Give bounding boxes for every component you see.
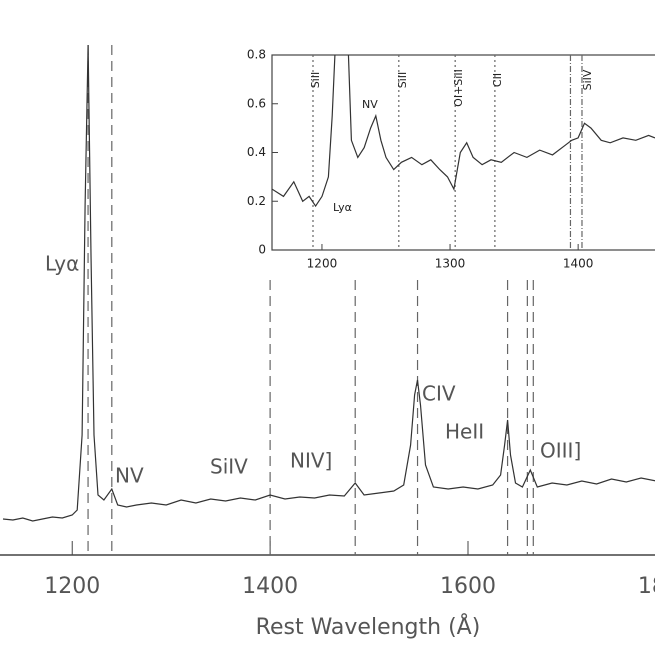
annotation: NV: [115, 464, 144, 488]
annotation: NIV]: [290, 449, 332, 473]
annotation: SiII: [396, 72, 409, 89]
y-tick-label: 0.2: [247, 194, 266, 208]
y-tick-label: 0: [258, 243, 266, 257]
annotation: Lyα: [45, 252, 79, 276]
x-tick-label: 1400: [242, 574, 298, 599]
y-tick-label: 0.4: [247, 145, 266, 159]
x-axis-title: Rest Wavelength (Å): [256, 613, 481, 640]
annotation: CIV: [422, 382, 456, 406]
y-tick-label: 0.8: [247, 48, 266, 62]
annotation: OIII]: [540, 439, 581, 463]
annotation: SiIV: [581, 69, 594, 90]
x-tick-label: 1400: [563, 257, 594, 271]
annotation: CII: [491, 73, 504, 87]
spectrum: [272, 55, 655, 208]
annotation: SiII: [309, 72, 322, 89]
annotation: SiIV: [210, 455, 248, 479]
x-tick-label: 1800: [638, 574, 655, 599]
annotation: Lyα: [333, 201, 352, 214]
inset-frame: [271, 54, 655, 251]
annotation: OI+SiII: [452, 69, 465, 107]
x-tick-label: 1300: [435, 257, 466, 271]
x-tick-label: 1200: [44, 574, 100, 599]
y-tick-label: 0.6: [247, 96, 266, 110]
x-tick-label: 1600: [440, 574, 496, 599]
annotation: NV: [362, 98, 378, 111]
x-tick-label: 1200: [307, 257, 338, 271]
annotation: HeII: [445, 420, 484, 444]
spectrum: [2, 44, 655, 522]
